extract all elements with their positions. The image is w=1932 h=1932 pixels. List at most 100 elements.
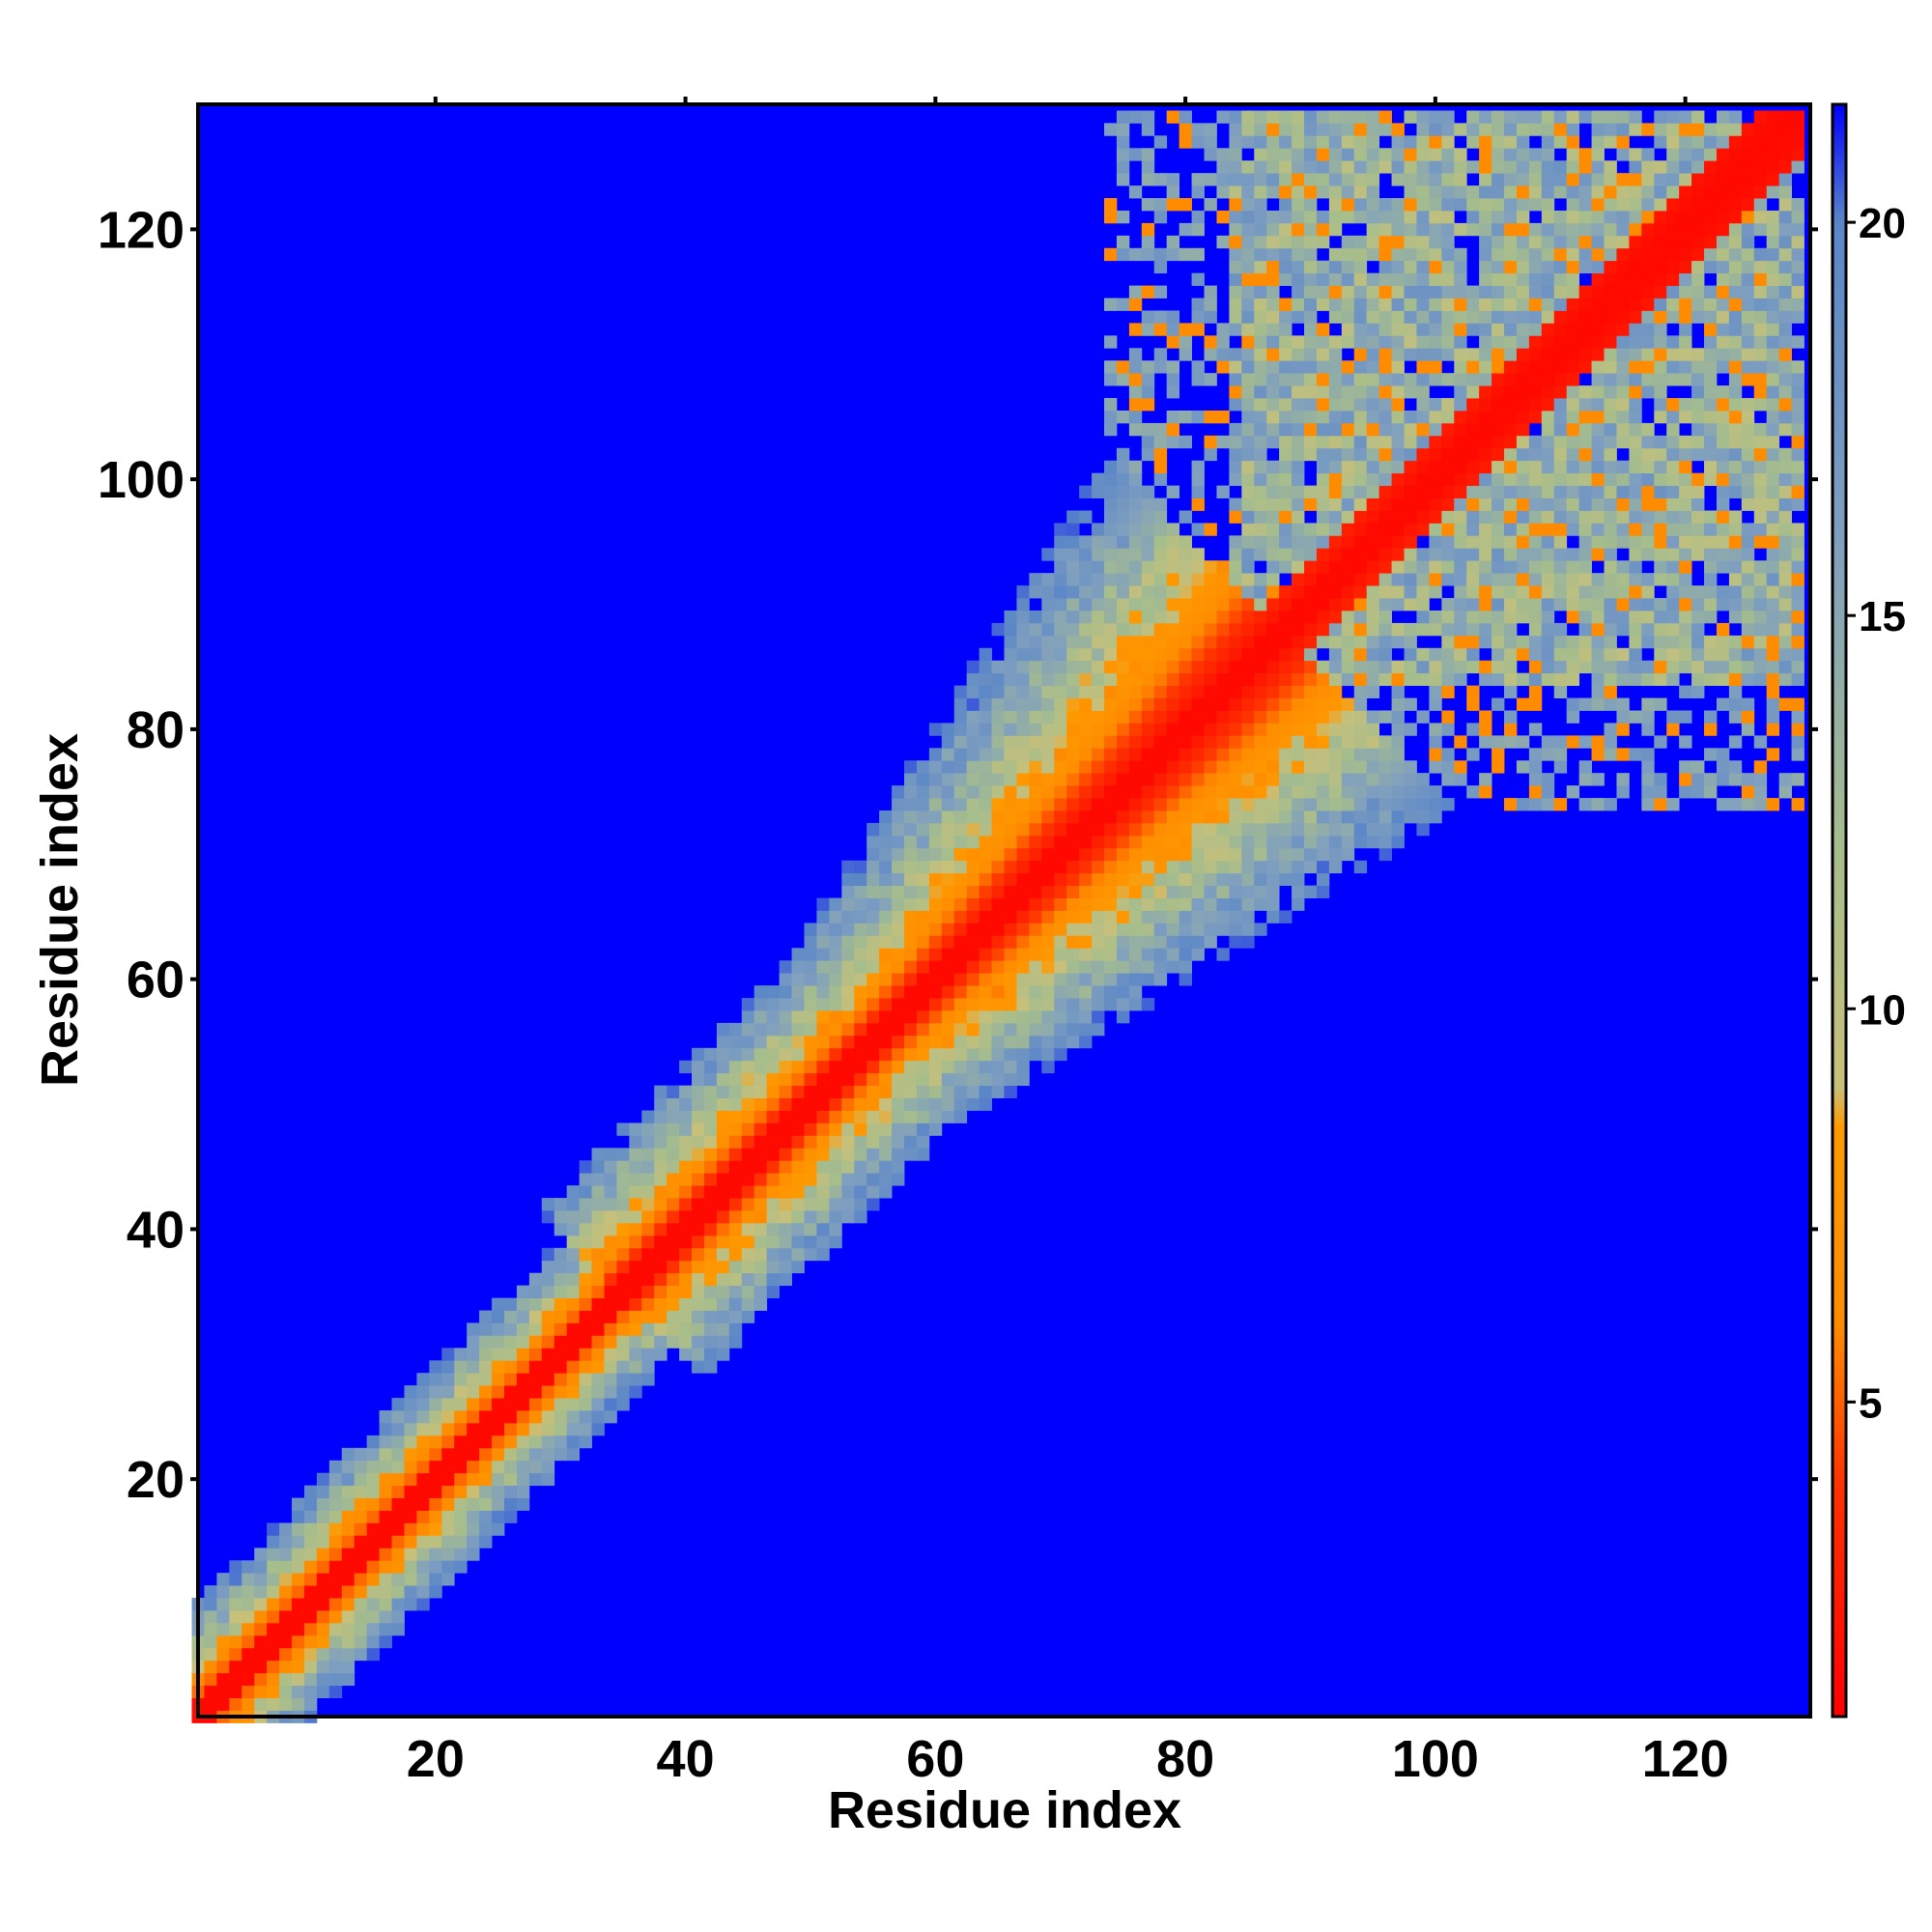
heatmap-cell — [1029, 785, 1042, 799]
heatmap-cell — [1341, 523, 1355, 536]
heatmap-cell — [1378, 335, 1392, 349]
heatmap-cell — [1153, 760, 1168, 774]
heatmap-cell — [916, 760, 930, 774]
heatmap-cell — [1679, 210, 1692, 224]
heatmap-cell — [1604, 472, 1617, 487]
heatmap-cell — [679, 1160, 693, 1174]
heatmap-cell — [1004, 998, 1017, 1011]
heatmap-cell — [841, 897, 855, 911]
heatmap-cell — [1229, 472, 1242, 487]
heatmap-cell — [1654, 310, 1667, 324]
heatmap-cell — [1454, 422, 1467, 437]
heatmap-cell — [966, 973, 980, 986]
heatmap-cell — [928, 998, 943, 1011]
heatmap-cell — [1404, 210, 1417, 224]
heatmap-cell — [1016, 672, 1030, 687]
heatmap-cell — [1391, 335, 1405, 349]
heatmap-cell — [254, 1573, 268, 1586]
heatmap-cell — [867, 1085, 880, 1098]
heatmap-cell — [1429, 272, 1442, 286]
heatmap-cell — [1079, 910, 1093, 923]
heatmap-cell — [1666, 560, 1680, 574]
heatmap-cell — [854, 985, 867, 999]
heatmap-cell — [1191, 660, 1205, 674]
heatmap-cell — [267, 1598, 280, 1611]
heatmap-cell — [1591, 135, 1605, 149]
heatmap-cell — [379, 1485, 392, 1498]
heatmap-cell — [1641, 697, 1655, 711]
heatmap-cell — [1441, 598, 1455, 611]
heatmap-cell — [1591, 697, 1605, 711]
heatmap-cell — [1728, 247, 1743, 262]
heatmap-cell — [1466, 285, 1480, 298]
heatmap-cell — [1492, 573, 1505, 586]
heatmap-cell — [1153, 497, 1168, 511]
heatmap-cell — [1492, 435, 1505, 449]
heatmap-cell — [254, 1548, 268, 1561]
heatmap-cell — [703, 1110, 718, 1123]
heatmap-cell — [1104, 660, 1118, 674]
heatmap-cell — [1328, 435, 1343, 449]
heatmap-cell — [328, 1472, 343, 1487]
heatmap-cell — [1316, 235, 1330, 249]
heatmap-cell — [1441, 710, 1455, 724]
heatmap-cell — [1266, 798, 1280, 811]
heatmap-cell — [1353, 160, 1368, 174]
heatmap-cell — [1566, 472, 1580, 487]
heatmap-cell — [1591, 748, 1605, 761]
heatmap-cell — [516, 1348, 530, 1361]
heatmap-cell — [1766, 723, 1780, 736]
heatmap-cell — [1479, 123, 1492, 136]
heatmap-cell — [441, 1422, 455, 1436]
heatmap-cell — [1604, 535, 1617, 549]
heatmap-cell — [1728, 123, 1743, 136]
heatmap-cell — [1353, 123, 1368, 136]
heatmap-cell — [1391, 247, 1405, 262]
heatmap-cell — [1591, 585, 1605, 599]
heatmap-cell — [854, 885, 867, 898]
heatmap-cell — [404, 1410, 417, 1424]
heatmap-cell — [1366, 385, 1380, 399]
heatmap-cell — [1116, 1010, 1130, 1024]
heatmap-cell — [1728, 435, 1743, 449]
heatmap-cell — [604, 1185, 617, 1199]
heatmap-cell — [641, 1173, 655, 1186]
heatmap-cell — [1216, 160, 1230, 174]
heatmap-cell — [991, 847, 1005, 862]
heatmap-cell — [1153, 948, 1168, 961]
heatmap-cell — [1254, 310, 1267, 324]
heatmap-cell — [629, 1373, 642, 1386]
heatmap-cell — [1378, 260, 1392, 274]
heatmap-cell — [966, 798, 980, 811]
heatmap-cell — [829, 1010, 842, 1024]
heatmap-cell — [654, 1160, 668, 1174]
heatmap-cell — [1541, 210, 1555, 224]
heatmap-cell — [904, 785, 918, 799]
heatmap-cell — [1616, 472, 1630, 487]
heatmap-cell — [1353, 272, 1368, 286]
heatmap-cell — [1316, 348, 1330, 361]
heatmap-cell — [1292, 497, 1305, 511]
heatmap-cell — [703, 1310, 718, 1323]
heatmap-cell — [229, 1647, 242, 1662]
heatmap-cell — [1641, 798, 1655, 811]
heatmap-cell — [1316, 635, 1330, 649]
heatmap-cell — [1604, 235, 1617, 249]
heatmap-cell — [1066, 973, 1080, 986]
heatmap-cell — [979, 798, 992, 811]
heatmap-cell — [454, 1535, 468, 1548]
heatmap-cell — [554, 1385, 568, 1399]
heatmap-cell — [1041, 960, 1055, 974]
heatmap-cell — [216, 1672, 230, 1687]
heatmap-cell — [254, 1622, 268, 1636]
heatmap-cell — [1378, 222, 1392, 237]
heatmap-cell — [1454, 773, 1467, 786]
heatmap-cell — [1266, 610, 1280, 624]
heatmap-cell — [1104, 723, 1118, 736]
heatmap-cell — [1641, 760, 1655, 774]
heatmap-cell — [1292, 835, 1305, 849]
heatmap-cell — [1266, 710, 1280, 724]
heatmap-cell — [1541, 585, 1555, 599]
heatmap-cell — [1266, 535, 1280, 549]
heatmap-cell — [1691, 222, 1705, 237]
